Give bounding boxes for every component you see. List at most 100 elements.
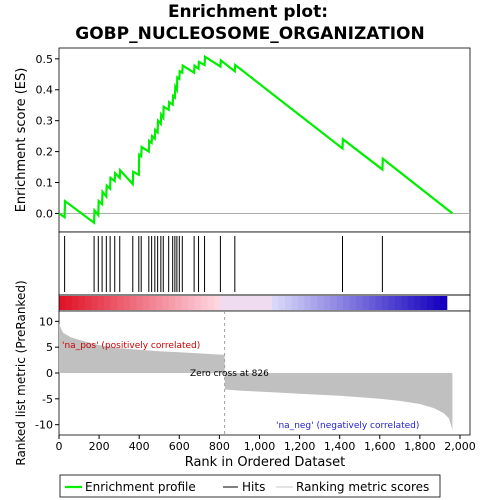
color-bar-segment [310, 296, 319, 310]
zero-cross-label: Zero cross at 826 [190, 369, 269, 379]
color-bar-segment [194, 296, 202, 310]
color-bar-segment [149, 296, 157, 310]
color-bar-segment [201, 296, 209, 310]
metric-ytick-label: 5 [46, 341, 53, 354]
color-bar-segment [78, 296, 86, 310]
color-bar-segment [407, 296, 415, 310]
color-bar-segment [59, 296, 67, 310]
color-bar-segment [291, 296, 299, 310]
metric-ytick-label: -10 [35, 419, 53, 432]
color-bar-segment [188, 296, 196, 310]
color-bar-segment [375, 296, 383, 310]
color-bar-segment [362, 296, 370, 310]
color-bar-segment [252, 296, 260, 310]
pos-correlated-label: 'na_pos' (positively correlated) [62, 341, 200, 351]
color-bar-segment [304, 296, 312, 310]
es-series-line [58, 54, 454, 225]
color-bar-segment [356, 296, 364, 310]
metric-area [59, 323, 453, 430]
color-bar-segment [110, 296, 118, 310]
color-bar-segment [239, 296, 248, 310]
es-y-axis: 0.0 0.1 0.2 0.3 0.4 0.5 [36, 53, 59, 220]
color-bar-segment [343, 296, 351, 310]
rank-color-bar [59, 296, 448, 310]
color-bar-segment [265, 296, 273, 310]
color-bar-segment [272, 296, 280, 310]
metric-ytick-label: -5 [42, 393, 53, 406]
color-bar-segment [317, 296, 325, 310]
x-tick-label: 1,400 [324, 440, 356, 453]
color-bar-segment [381, 296, 390, 310]
color-bar-segment [123, 296, 131, 310]
x-tick-label: 1,800 [404, 440, 436, 453]
hits-panel-frame [58, 231, 471, 296]
es-ytick-label: 0.2 [36, 146, 54, 159]
x-tick-label: 400 [129, 440, 150, 453]
chart-title: Enrichment plot: [168, 2, 328, 22]
color-bar-segment [162, 296, 170, 310]
color-bar-segment [246, 296, 254, 310]
es-ytick-label: 0.1 [36, 177, 54, 190]
color-bar-segment [214, 296, 222, 310]
color-bar-segment [330, 296, 338, 310]
color-bar-segment [181, 296, 189, 310]
color-bar-segment [155, 296, 164, 310]
color-bar-segment [220, 296, 228, 310]
color-bar-segment [285, 296, 293, 310]
x-axis-label: Rank in Ordered Dataset [185, 455, 346, 470]
x-tick-label: 800 [209, 440, 230, 453]
metric-axis-label: Ranked list metric (PreRanked) [14, 280, 28, 465]
legend-es-label: Enrichment profile [85, 480, 196, 494]
es-ytick-label: 0.0 [36, 207, 54, 220]
color-bar-segment [136, 296, 144, 310]
legend-hits-label: Hits [242, 480, 265, 494]
color-bar-segment [65, 296, 73, 310]
color-bar-segment [97, 296, 105, 310]
color-bar-segment [259, 296, 267, 310]
hit-marks [64, 236, 383, 292]
color-bar-segment [207, 296, 215, 310]
color-bar-segment [233, 296, 241, 310]
color-bar-segment [427, 296, 435, 310]
color-bar-segment [168, 296, 177, 310]
color-bar-segment [91, 296, 99, 310]
metric-y-axis: 10 5 0 -5 -10 [35, 315, 59, 432]
x-tick-label: 1,200 [284, 440, 316, 453]
color-bar-segment [420, 296, 428, 310]
neg-correlated-label: 'na_neg' (negatively correlated) [276, 421, 419, 431]
legend-metric-label: Ranking metric scores [296, 480, 429, 494]
color-bar-segment [440, 296, 448, 310]
color-bar-segment [117, 296, 125, 310]
color-bar-segment [349, 296, 357, 310]
metric-ytick-label: 0 [46, 367, 53, 380]
es-ytick-label: 0.4 [36, 84, 54, 97]
color-bar-segment [433, 296, 441, 310]
x-tick-label: 1,600 [364, 440, 396, 453]
color-bar-segment [336, 296, 344, 310]
color-bar-segment [84, 296, 93, 310]
es-ytick-label: 0.3 [36, 115, 54, 128]
color-bar-segment [388, 296, 396, 310]
x-tick-label: 200 [89, 440, 110, 453]
color-bar-segment [401, 296, 409, 310]
rank-x-axis: 0 200 400 600 800 1,000 1,200 1,400 1,600 1,800 2,… [56, 435, 476, 453]
color-bar-segment [323, 296, 332, 310]
color-bar-segment [278, 296, 286, 310]
color-bar-segment [226, 296, 235, 310]
legend-box [59, 474, 441, 498]
color-bar-segment [414, 296, 422, 310]
color-bar-segment [130, 296, 138, 310]
color-bar-segment [175, 296, 183, 310]
x-tick-label: 2,000 [444, 440, 476, 453]
x-tick-label: 0 [56, 440, 63, 453]
color-bar-segment [297, 296, 306, 310]
metric-ytick-label: 10 [39, 315, 53, 328]
x-tick-label: 1,000 [244, 440, 276, 453]
es-panel-frame [58, 47, 471, 233]
es-ytick-label: 0.5 [36, 53, 54, 66]
x-tick-label: 600 [169, 440, 190, 453]
chart-subtitle: GOBP_NUCLEOSOME_ORGANIZATION [75, 24, 424, 44]
color-bar-segment [142, 296, 151, 310]
color-bar-segment [71, 296, 80, 310]
color-bar-segment [104, 296, 112, 310]
